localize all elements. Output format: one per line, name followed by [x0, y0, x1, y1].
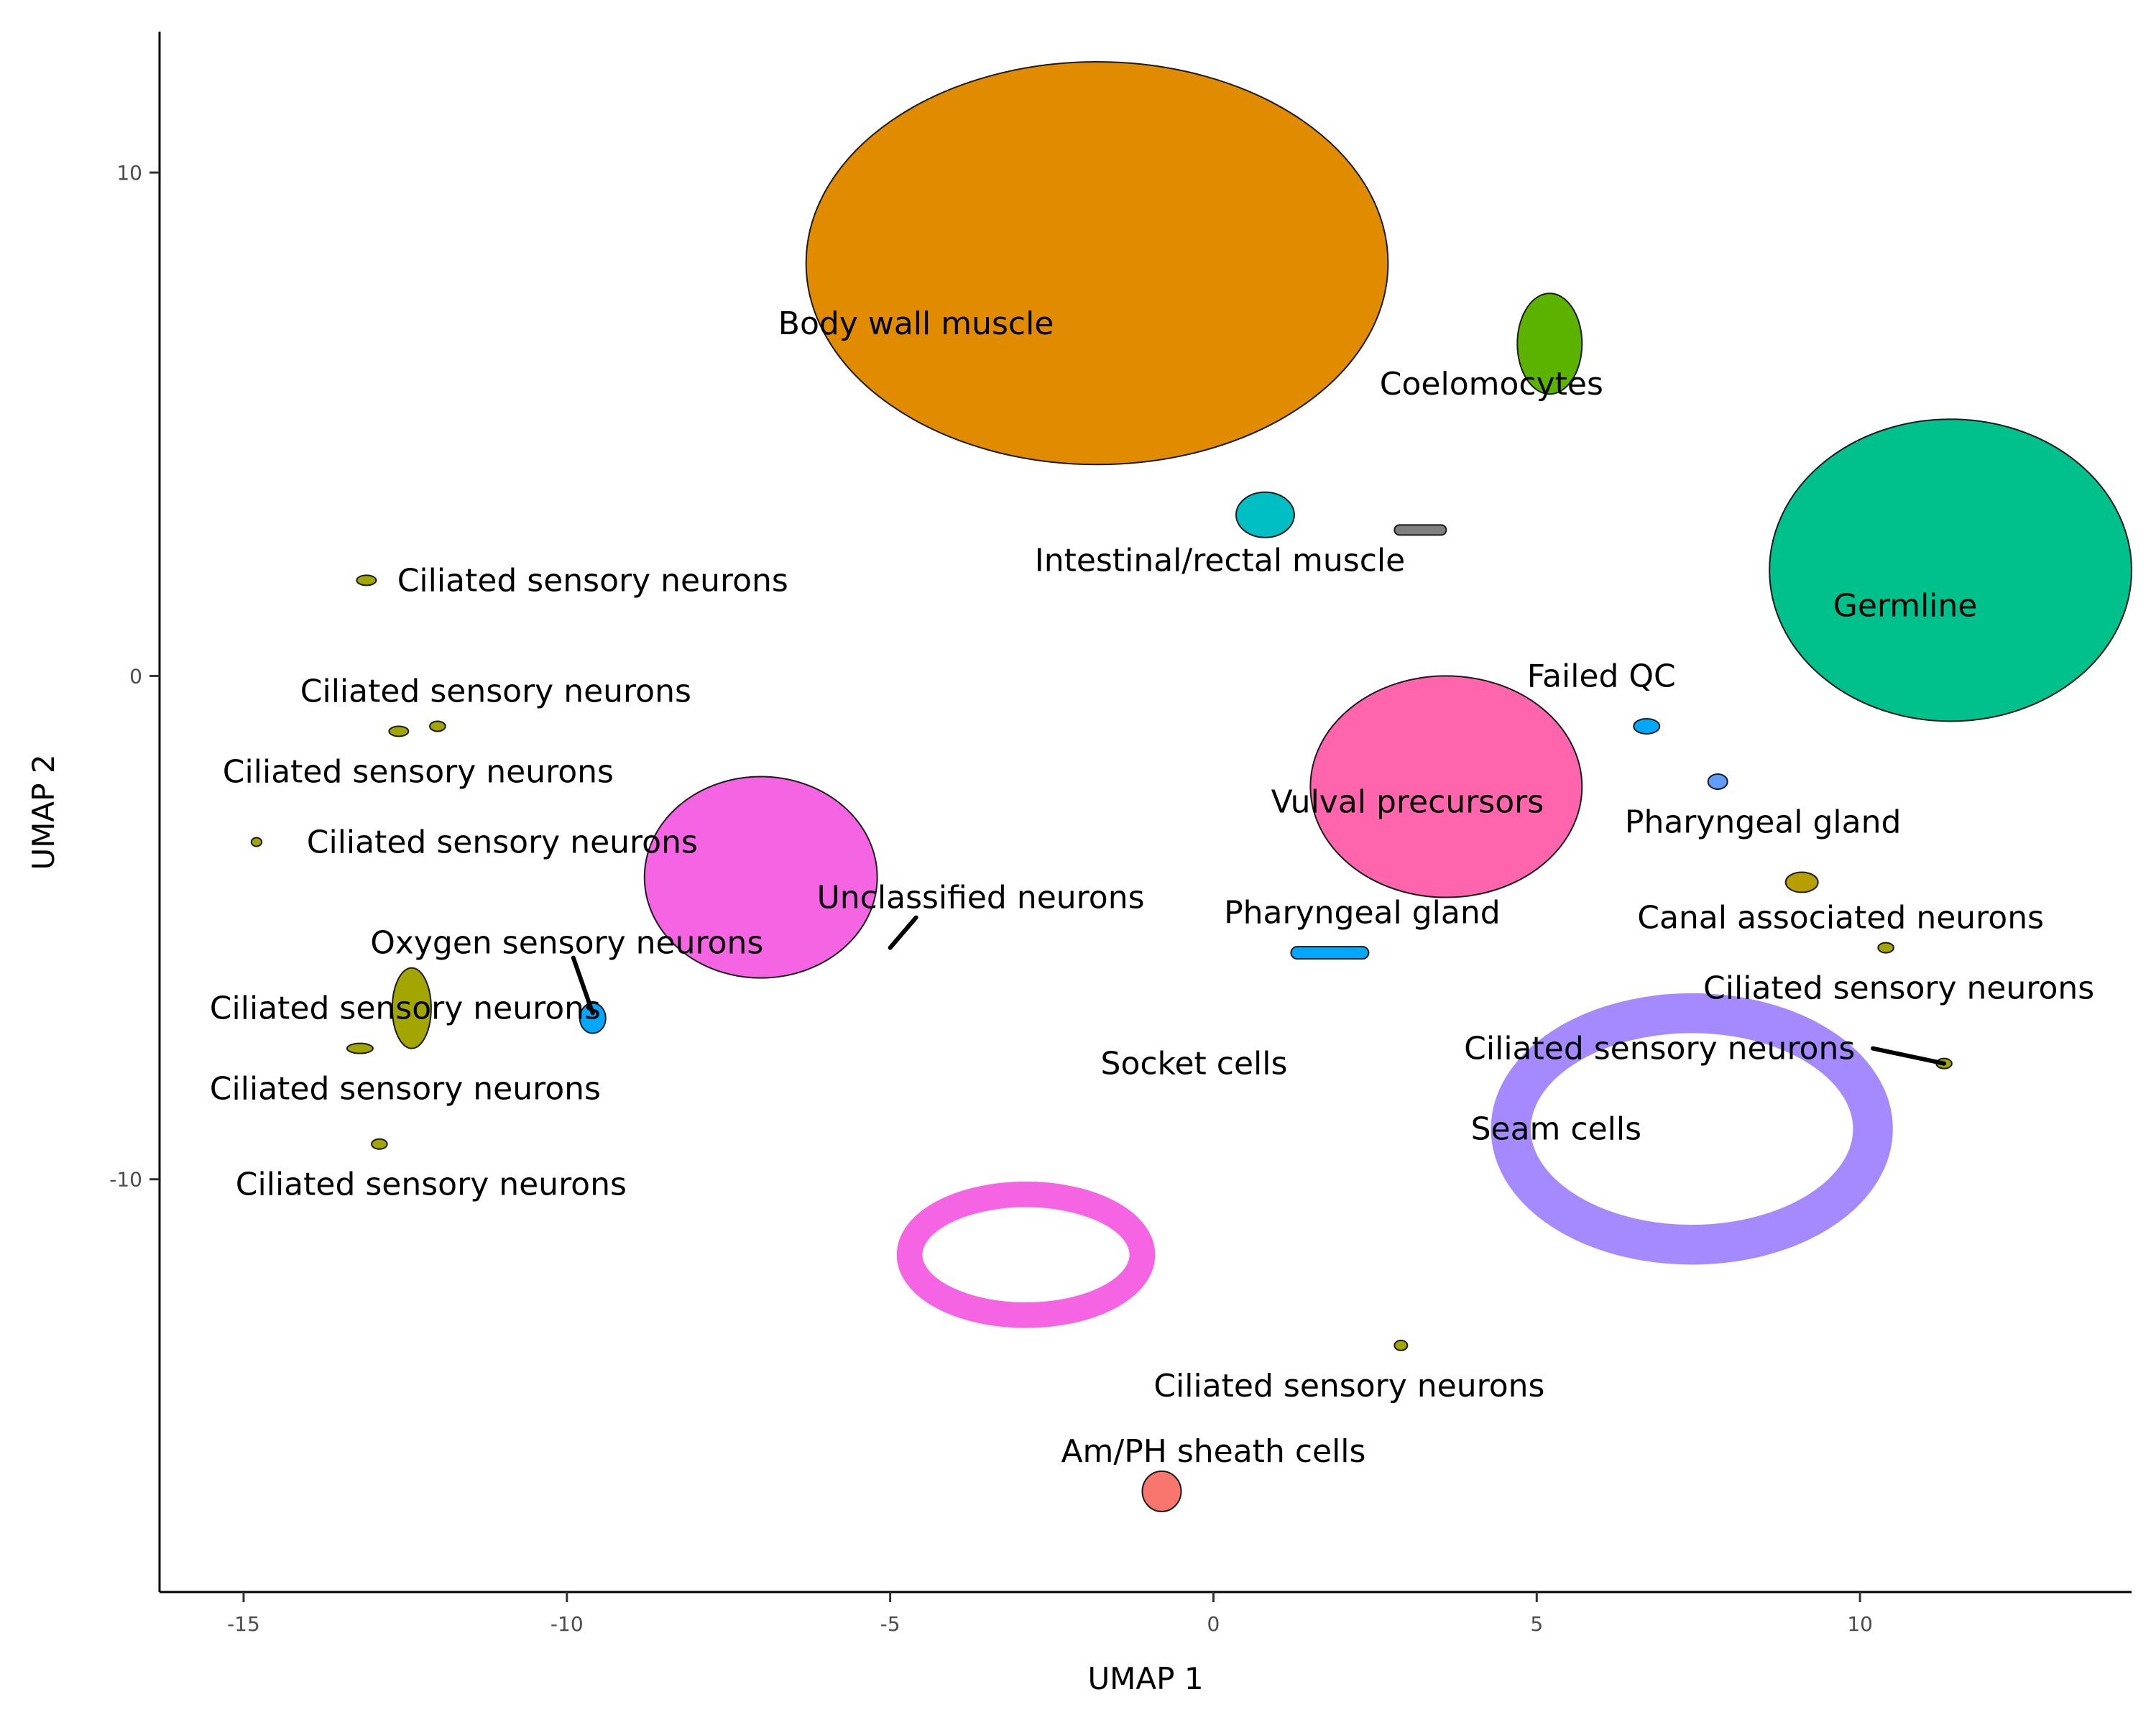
cluster-label: Seam cells — [1471, 1111, 1641, 1148]
x-axis-title: UMAP 1 — [1087, 1661, 1203, 1696]
cluster-labels: Body wall muscle Coelomocytes Intestinal/r… — [210, 305, 2094, 1470]
cluster-blob-mark — [391, 967, 432, 1049]
cluster-blob-mark — [1393, 1339, 1409, 1351]
cluster-label: Pharyngeal gland — [1625, 804, 1902, 841]
x-axis-ticks: -15 -10 -5 0 5 10 — [227, 1592, 1873, 1636]
x-tick-label: 0 — [1207, 1612, 1220, 1636]
cluster-blob-mark — [1707, 773, 1728, 790]
cluster-label: Ciliated sensory neurons — [1703, 970, 2094, 1007]
cluster-label: Intestinal/rectal muscle — [1035, 542, 1405, 579]
cluster-label: Oxygen sensory neurons — [370, 925, 763, 962]
y-tick-label: -10 — [109, 1168, 142, 1192]
cluster-label: Ciliated sensory neurons — [307, 824, 698, 861]
leader-line — [571, 955, 595, 1016]
cluster-label: Vulval precursors — [1271, 783, 1544, 820]
cluster-blob-mark — [579, 1002, 607, 1034]
cluster-blob-mark — [1877, 942, 1894, 954]
cluster-label: Failed QC — [1527, 658, 1676, 694]
cluster-blob-mark — [1784, 871, 1819, 893]
cluster-label: Ciliated sensory neurons — [210, 990, 601, 1027]
cluster-label: Socket cells — [1101, 1046, 1288, 1082]
cluster-label: Am/PH sheath cells — [1061, 1433, 1365, 1470]
cluster-blob-mark — [346, 1042, 374, 1054]
cluster-ring-mark — [896, 1181, 1156, 1328]
cluster-blob-mark — [1633, 717, 1661, 735]
cluster-bar-mark — [1290, 946, 1370, 960]
cluster-marks — [250, 61, 2132, 1512]
cluster-label: Ciliated sensory neurons — [210, 1071, 601, 1108]
cluster-blob-mark — [356, 574, 377, 586]
cluster-label: Ciliated sensory neurons — [236, 1167, 627, 1203]
leader-line — [888, 915, 918, 950]
cluster-blob-mark — [1769, 418, 2132, 722]
cluster-label: Ciliated sensory neurons — [1153, 1368, 1544, 1404]
cluster-label: Germline — [1833, 587, 1978, 624]
cluster-blob-mark — [1309, 675, 1583, 898]
x-tick-label: -5 — [880, 1612, 900, 1636]
cluster-label: Ciliated sensory neurons — [1464, 1031, 1855, 1067]
cluster-label: Ciliated sensory neurons — [300, 673, 691, 709]
cluster-blob-mark — [1516, 293, 1583, 395]
leader-line — [1871, 1046, 1947, 1066]
cluster-label: Ciliated sensory neurons — [397, 562, 788, 599]
cluster-blob-mark — [1141, 1470, 1182, 1512]
y-tick-label: 0 — [129, 664, 142, 688]
cluster-bar-mark — [1393, 524, 1447, 536]
cluster-label: Body wall muscle — [778, 305, 1054, 342]
cluster-blob-mark — [250, 837, 263, 847]
x-tick-label: -10 — [550, 1612, 584, 1636]
cluster-blob-mark — [388, 725, 410, 737]
x-tick-label: -15 — [227, 1612, 260, 1636]
y-tick-label: 10 — [116, 161, 142, 185]
cluster-blob-mark — [1235, 491, 1295, 538]
cluster-blob-mark — [371, 1138, 388, 1150]
cluster-blob-mark — [805, 61, 1389, 466]
cluster-label: Unclassified neurons — [817, 880, 1145, 916]
y-axis-ticks: -10 0 10 — [109, 161, 160, 1192]
cluster-blob-mark — [643, 776, 878, 979]
cluster-label: Coelomocytes — [1380, 366, 1603, 402]
cluster-ring-mark — [1491, 993, 1893, 1265]
cluster-blob-mark — [429, 720, 446, 732]
label-leader-lines — [571, 915, 1947, 1066]
y-axis-title: UMAP 2 — [26, 754, 61, 870]
cluster-label: Pharyngeal gland — [1224, 895, 1501, 932]
x-tick-label: 10 — [1847, 1612, 1873, 1636]
cluster-label: Canal associated neurons — [1637, 900, 2044, 937]
x-tick-label: 5 — [1530, 1612, 1543, 1636]
cluster-label: Ciliated sensory neurons — [223, 753, 614, 790]
